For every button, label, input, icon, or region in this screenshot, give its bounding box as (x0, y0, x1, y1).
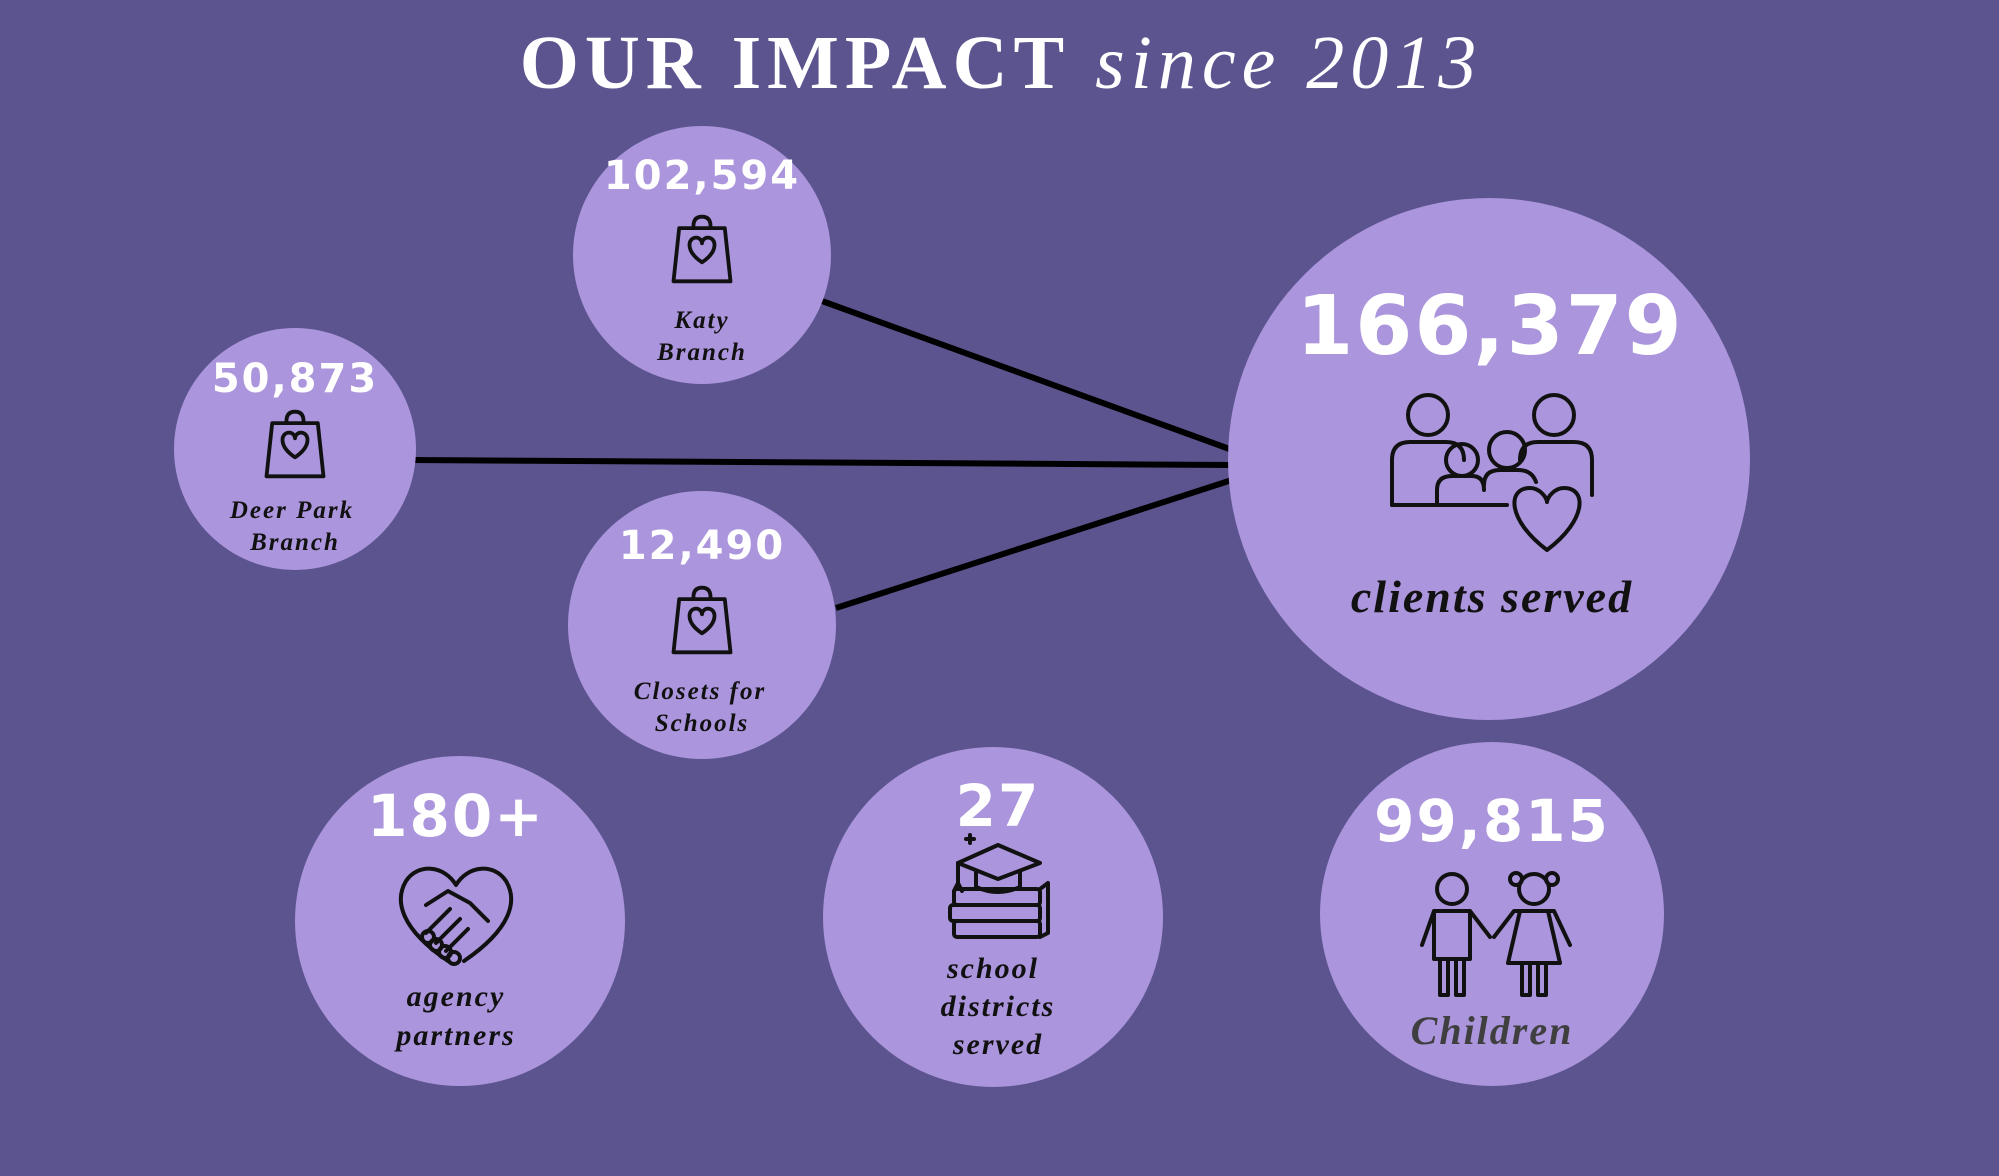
title-main: OUR IMPACT (520, 21, 1070, 105)
connector (409, 457, 1236, 468)
stat-value: 50,873 (212, 356, 378, 402)
stat-value: 166,379 (1296, 279, 1683, 374)
stat-label: school (946, 952, 1039, 985)
family-icon (1390, 393, 1594, 552)
bubble (573, 126, 831, 384)
stat-label: agency (407, 980, 506, 1013)
bubble (1228, 198, 1750, 720)
title: OUR IMPACT since 2013 (520, 21, 1483, 105)
handshake-icon (398, 866, 514, 966)
stat-label: Children (1411, 1008, 1574, 1053)
stat-value: 102,594 (604, 153, 800, 199)
stat-label: served (952, 1028, 1043, 1061)
stat-label: districts (941, 990, 1056, 1023)
stat-label: Katy (673, 307, 729, 334)
stat-label: Schools (655, 710, 750, 737)
books-icon (948, 833, 1050, 939)
connector (835, 476, 1236, 611)
bubble (1320, 742, 1664, 1086)
connector (820, 298, 1237, 454)
stat-value: 27 (956, 772, 1041, 840)
bubble (823, 747, 1163, 1087)
stat-label: Branch (656, 339, 747, 366)
stat-label: Closets for (634, 678, 766, 705)
bubble (174, 328, 416, 570)
stat-label: partners (393, 1019, 515, 1052)
title-accent: since 2013 (1095, 21, 1482, 105)
stat-value: 12,490 (619, 523, 785, 569)
bubble (568, 491, 836, 759)
stat-label: Branch (249, 529, 340, 556)
stat-label: clients served (1351, 571, 1633, 622)
stat-value: 180+ (367, 782, 545, 850)
children-icon (1420, 871, 1572, 997)
connectors (409, 298, 1237, 611)
stat-value: 99,815 (1374, 787, 1610, 855)
stat-label: Deer Park (229, 497, 354, 524)
